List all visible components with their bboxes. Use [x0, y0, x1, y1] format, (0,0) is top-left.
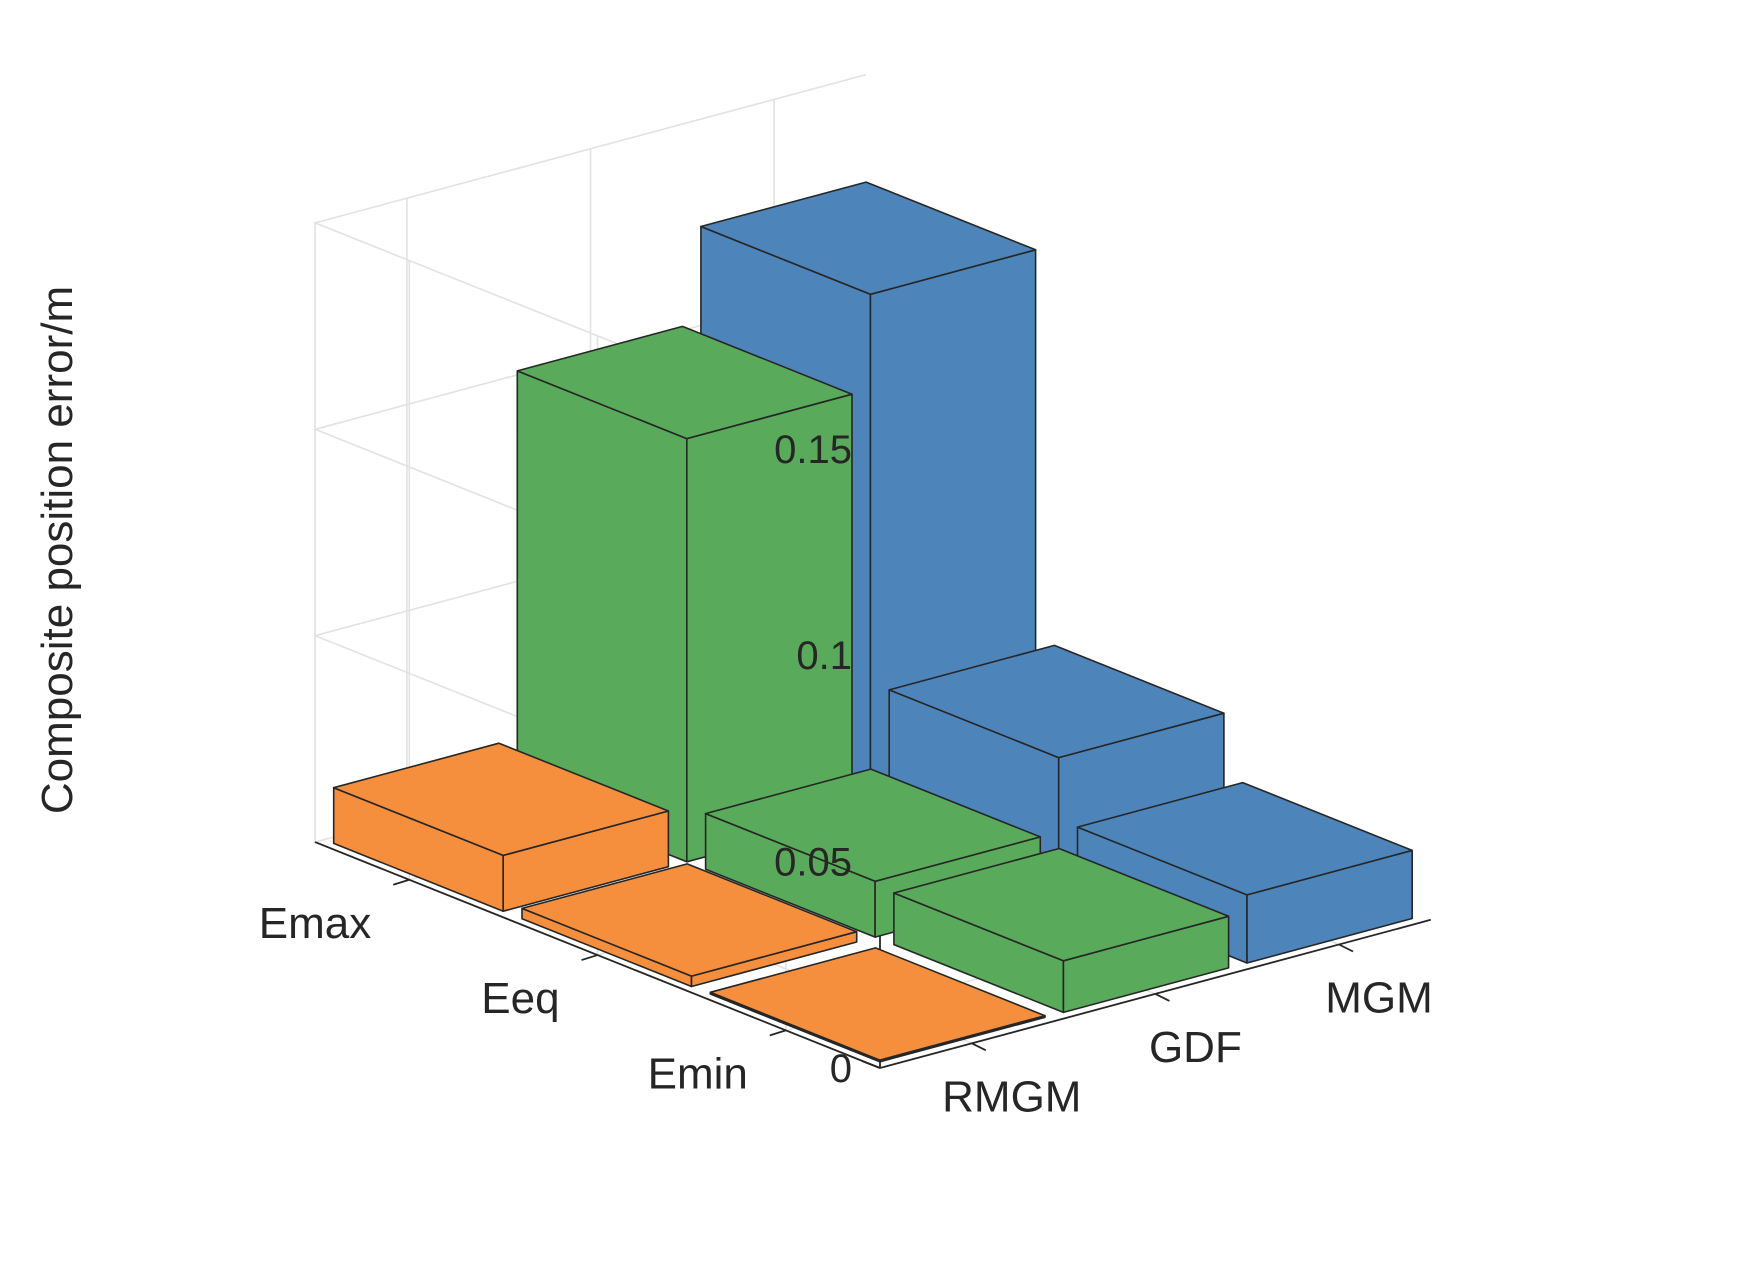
bar-face-top	[516, 325, 853, 440]
z-tick-label-2: 0.1	[796, 634, 852, 678]
bar-GDF-Emax	[516, 325, 853, 863]
bar-RMGM-Eeq	[521, 863, 858, 988]
bar-face-top	[704, 768, 1042, 883]
z-tick-label-3: 0.15	[774, 428, 852, 472]
bar-face-top	[709, 947, 1046, 1061]
label-layer: 0 0.05 0.1 0.15 Emax Eeq Emin RMGM GDF MGM Composi…	[33, 286, 1433, 1121]
column-tick-2	[1338, 943, 1354, 953]
z-tick-label-0: 0	[830, 1047, 852, 1091]
row-tick-0	[392, 878, 410, 886]
z-tick-label-1: 0.05	[774, 841, 852, 885]
row-tick-label-2: Emin	[648, 1049, 748, 1098]
column-tick-0	[971, 1042, 987, 1052]
column-tick-label-1: GDF	[1149, 1023, 1242, 1072]
column-tick-label-2: MGM	[1325, 974, 1433, 1023]
column-tick-label-0: RMGM	[942, 1072, 1081, 1121]
bar-layer	[332, 181, 1413, 1063]
bar-RMGM-Emax	[332, 742, 670, 913]
bar-face-top	[700, 181, 1037, 296]
bar-face-top	[521, 863, 858, 977]
bar-GDF-Emin	[893, 847, 1230, 1014]
row-tick-label-1: Eeq	[481, 974, 559, 1023]
bar-face-top	[332, 742, 670, 857]
row-tick-1	[581, 954, 598, 961]
row-tick-label-0: Emax	[259, 899, 371, 948]
bar-face-top	[1076, 781, 1413, 896]
bar-face-top	[893, 847, 1230, 962]
bar-face-top	[888, 644, 1225, 759]
column-tick-1	[1154, 993, 1170, 1002]
bar-RMGM-Emin	[709, 947, 1046, 1063]
row-tick-2	[769, 1029, 787, 1037]
z-axis-title: Composite position error/m	[33, 286, 82, 814]
